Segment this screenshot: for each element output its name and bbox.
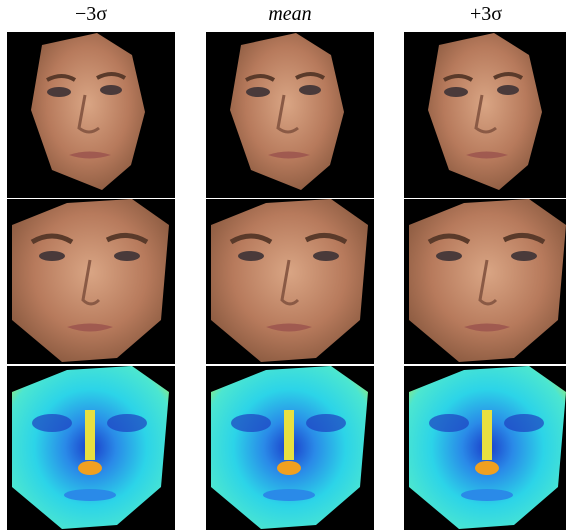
image-column	[7, 32, 175, 530]
figure: −3σ mean +3σ	[0, 0, 566, 530]
image-column	[404, 32, 566, 530]
column-header: −3σ	[75, 3, 107, 25]
image-column	[206, 32, 374, 530]
column-header: +3σ	[470, 3, 502, 25]
column-header: mean	[268, 3, 311, 25]
